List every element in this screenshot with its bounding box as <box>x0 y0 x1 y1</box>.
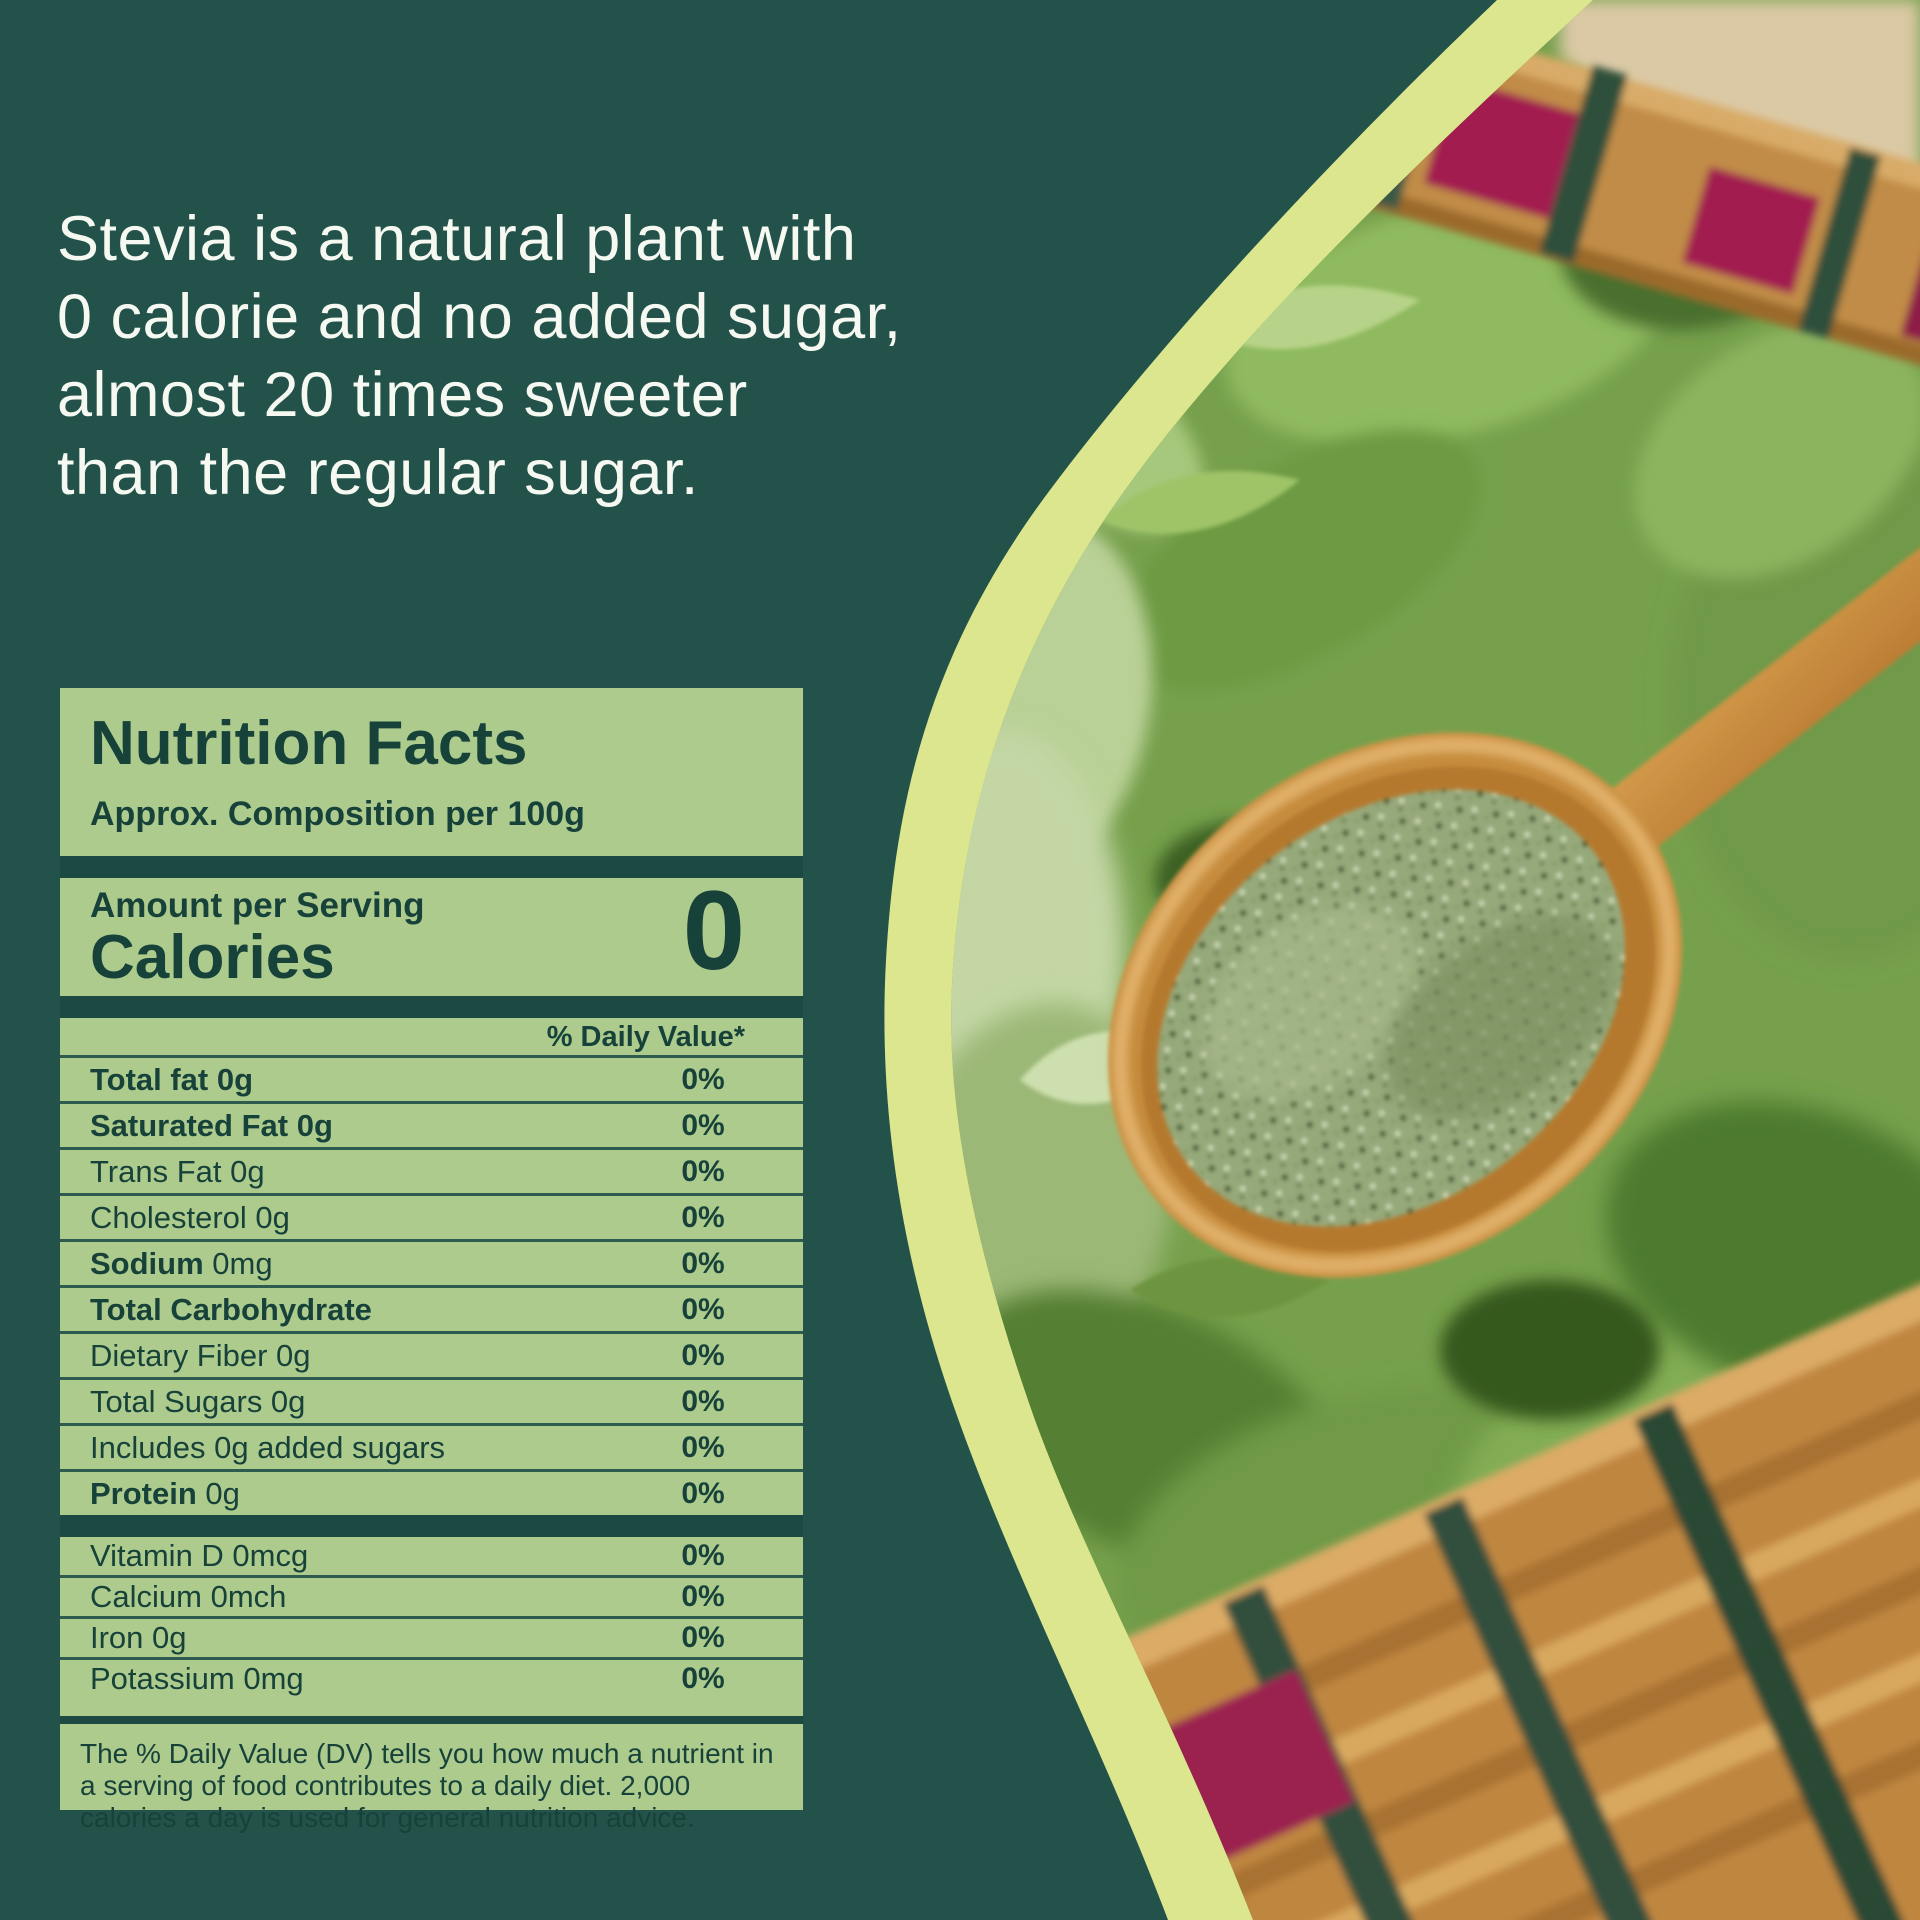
footnote-separator <box>60 1716 803 1724</box>
nutrient-daily-value: 0% <box>681 1621 725 1654</box>
nutrition-row: Vitamin D 0mcg 0% <box>60 1537 803 1578</box>
nutrient-daily-value: 0% <box>681 1246 725 1280</box>
vitamin-rows: Vitamin D 0mcg 0% Calcium 0mch 0% Iron 0… <box>60 1537 803 1698</box>
daily-value-footnote: The % Daily Value (DV) tells you how muc… <box>80 1738 774 1833</box>
nutrient-label: Calcium 0mch <box>90 1579 287 1614</box>
nutrition-row: Sodium 0mg 0% <box>60 1242 803 1288</box>
nutrient-label: Potassium 0mg <box>90 1661 304 1696</box>
nutrient-label: Protein 0g <box>90 1475 240 1511</box>
nutrition-row: Dietary Fiber 0g 0% <box>60 1334 803 1380</box>
headline-line: than the regular sugar. <box>57 438 699 508</box>
nutrient-label: Includes 0g added sugars <box>90 1429 446 1465</box>
nutrition-row: Total Sugars 0g 0% <box>60 1380 803 1426</box>
nutrient-label: Dietary Fiber 0g <box>90 1337 311 1373</box>
nutrition-row: Cholesterol 0g 0% <box>60 1196 803 1242</box>
basket-bottom <box>1064 1217 1920 1920</box>
headline-line: 0 calorie and no added sugar, <box>57 282 902 352</box>
nutrient-label: Cholesterol 0g <box>90 1199 290 1235</box>
nutrition-row: Calcium 0mch 0% <box>60 1578 803 1619</box>
nutrient-daily-value: 0% <box>681 1476 725 1510</box>
nutrient-daily-value: 0% <box>681 1108 725 1142</box>
nutrient-daily-value: 0% <box>681 1539 725 1572</box>
calories-value: 0 <box>682 868 745 993</box>
nutrient-daily-value: 0% <box>681 1384 725 1418</box>
nutrient-daily-value: 0% <box>681 1292 725 1326</box>
wooden-spoon <box>1108 439 1920 1278</box>
nutrition-row: Includes 0g added sugars 0% <box>60 1426 803 1472</box>
calories-label: Calories <box>90 923 335 992</box>
nutrition-facts-title: Nutrition Facts <box>90 709 528 778</box>
nutrient-rows: Total fat 0g 0% Saturated Fat 0g 0% Tran… <box>60 1058 803 1515</box>
nutrition-row: Iron 0g 0% <box>60 1619 803 1660</box>
nutrition-row: Protein 0g 0% <box>60 1472 803 1515</box>
nutrient-daily-value: 0% <box>681 1338 725 1372</box>
nutrient-label: Trans Fat 0g <box>90 1153 265 1189</box>
nutrient-daily-value: 0% <box>681 1662 725 1695</box>
headline: Stevia is a natural plant with 0 calorie… <box>57 200 957 512</box>
separator-bar <box>60 1515 803 1537</box>
nutrition-row: Potassium 0mg 0% <box>60 1660 803 1698</box>
nutrient-daily-value: 0% <box>681 1154 725 1188</box>
separator-bar <box>60 996 803 1018</box>
nutrition-facts-subtitle: Approx. Composition per 100g <box>90 795 585 833</box>
nutrient-label: Saturated Fat 0g <box>90 1107 333 1143</box>
nutrient-label: Sodium 0mg <box>90 1245 273 1281</box>
nutrition-row: Total Carbohydrate 0% <box>60 1288 803 1334</box>
nutrient-label: Vitamin D 0mcg <box>90 1538 309 1573</box>
calories-block: Amount per Serving Calories 0 <box>60 872 803 996</box>
amount-per-serving-label: Amount per Serving <box>90 886 425 925</box>
separator-bar <box>60 856 803 878</box>
nutrient-daily-value: 0% <box>681 1430 725 1464</box>
nutrient-label: Total fat 0g <box>90 1061 254 1097</box>
nutrition-facts-panel: Nutrition Facts Approx. Composition per … <box>60 688 803 1833</box>
nutrition-row: Saturated Fat 0g 0% <box>60 1104 803 1150</box>
daily-value-header: % Daily Value* <box>60 1018 803 1058</box>
nutrient-label: Total Carbohydrate <box>90 1291 372 1327</box>
nutrient-label: Iron 0g <box>90 1620 187 1655</box>
nutrient-daily-value: 0% <box>681 1580 725 1613</box>
nutrient-label: Total Sugars 0g <box>90 1383 306 1419</box>
headline-line: Stevia is a natural plant with <box>57 204 857 274</box>
nutrient-daily-value: 0% <box>681 1200 725 1234</box>
headline-line: almost 20 times sweeter <box>57 360 748 430</box>
nutrition-row: Total fat 0g 0% <box>60 1058 803 1104</box>
nutrient-daily-value: 0% <box>681 1062 725 1096</box>
nutrition-row: Trans Fat 0g 0% <box>60 1150 803 1196</box>
